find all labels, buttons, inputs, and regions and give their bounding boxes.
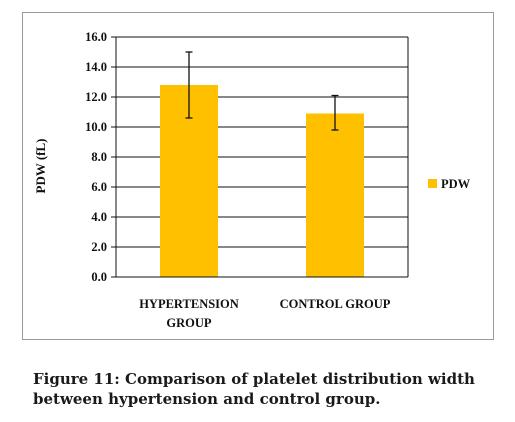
chart-frame: 0.0 2.0 4.0 6.0 8.0 10.0 12.0 14.0 16.0 HYPERTEN… <box>22 12 494 340</box>
y-tick-label: 4.0 <box>91 210 107 224</box>
y-tick-label: 6.0 <box>91 180 107 194</box>
y-tick-label: 8.0 <box>91 150 107 164</box>
bar-chart: 0.0 2.0 4.0 6.0 8.0 10.0 12.0 14.0 16.0 HYPERTEN… <box>33 30 471 330</box>
caption-line-1: Figure 11: Comparison of platelet distri… <box>33 370 475 388</box>
caption-line-2: between hypertension and control group. <box>33 390 381 408</box>
x-tick-label: CONTROL GROUP <box>280 297 391 311</box>
y-axis-title: PDW (fL) <box>33 138 48 193</box>
x-tick-label-line: GROUP <box>166 316 212 330</box>
legend-swatch <box>428 179 437 188</box>
x-tick-label-line: CONTROL GROUP <box>280 297 391 311</box>
legend-label-pdw: PDW <box>441 177 471 191</box>
y-tick-label: 2.0 <box>91 240 107 254</box>
x-tick-label-line: HYPERTENSION <box>139 297 239 311</box>
y-tick-label: 16.0 <box>85 30 107 44</box>
axes <box>115 37 409 278</box>
y-tick-labels: 0.0 2.0 4.0 6.0 8.0 10.0 12.0 14.0 16.0 <box>85 30 107 284</box>
y-tick-label: 10.0 <box>85 120 107 134</box>
y-tick-label: 12.0 <box>85 90 107 104</box>
x-tick-labels: HYPERTENSION GROUP CONTROL GROUP <box>139 297 391 330</box>
error-bars <box>185 51 339 131</box>
figure-caption: Figure 11: Comparison of platelet distri… <box>33 369 503 409</box>
legend: PDW <box>428 177 471 191</box>
bar <box>306 113 364 277</box>
bars <box>160 85 364 277</box>
y-tick-label: 14.0 <box>85 60 107 74</box>
y-tick-label: 0.0 <box>91 270 107 284</box>
x-tick-label: HYPERTENSION GROUP <box>139 297 239 330</box>
